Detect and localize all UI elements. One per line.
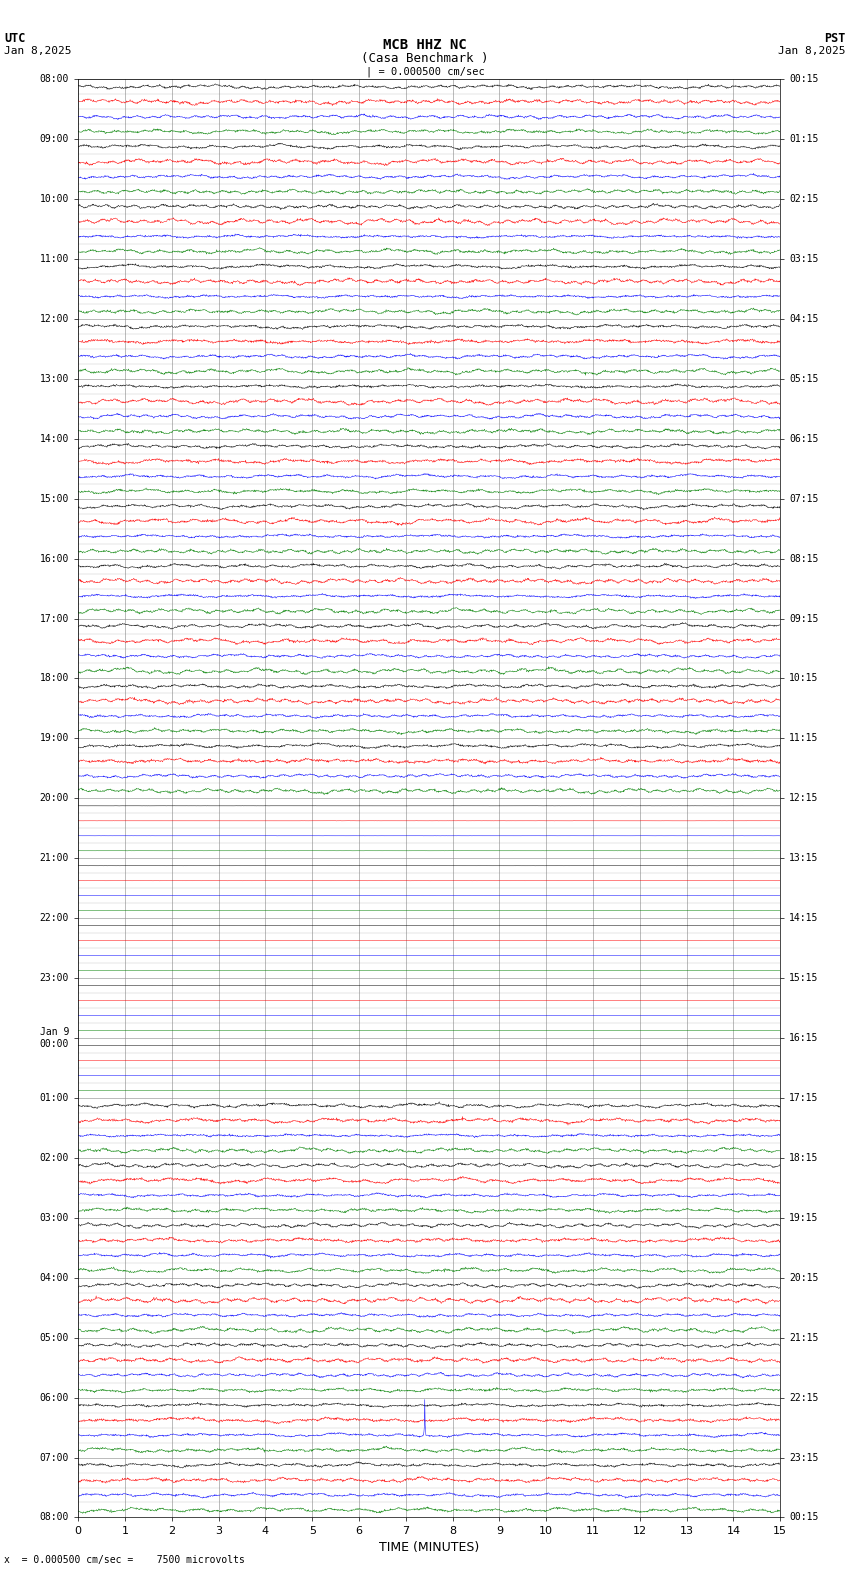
- Text: Jan 8,2025: Jan 8,2025: [4, 46, 71, 55]
- Text: PST: PST: [824, 32, 846, 44]
- Text: MCB HHZ NC: MCB HHZ NC: [383, 38, 467, 52]
- Text: (Casa Benchmark ): (Casa Benchmark ): [361, 52, 489, 65]
- Text: Jan 8,2025: Jan 8,2025: [779, 46, 846, 55]
- Text: UTC: UTC: [4, 32, 26, 44]
- Text: x  = 0.000500 cm/sec =    7500 microvolts: x = 0.000500 cm/sec = 7500 microvolts: [4, 1555, 245, 1565]
- X-axis label: TIME (MINUTES): TIME (MINUTES): [379, 1541, 479, 1554]
- Text: | = 0.000500 cm/sec: | = 0.000500 cm/sec: [366, 67, 484, 78]
